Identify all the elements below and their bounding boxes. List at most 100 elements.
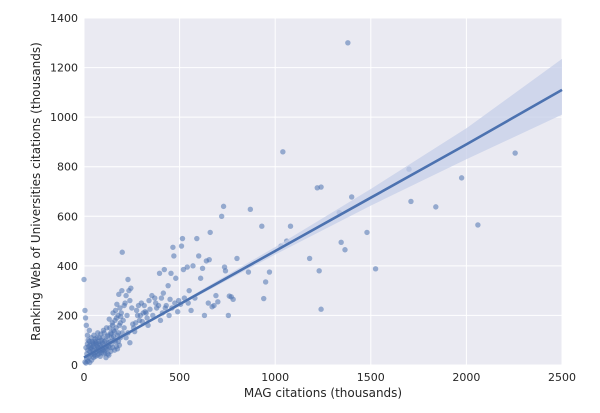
data-point bbox=[179, 235, 186, 242]
data-point bbox=[110, 310, 116, 316]
data-point bbox=[194, 235, 200, 242]
data-point bbox=[348, 194, 355, 200]
x-tick-label: 2500 bbox=[548, 371, 576, 384]
data-point bbox=[190, 263, 196, 269]
data-point bbox=[144, 315, 150, 321]
data-point bbox=[121, 302, 127, 309]
data-point bbox=[88, 344, 94, 351]
data-point bbox=[82, 307, 88, 314]
data-point bbox=[125, 276, 131, 283]
data-point bbox=[146, 297, 152, 304]
y-axis-title: Ranking Web of Universities citations (t… bbox=[29, 42, 43, 341]
data-point bbox=[259, 223, 265, 229]
x-tick-label: 1000 bbox=[261, 371, 289, 384]
data-point bbox=[155, 302, 162, 309]
data-point bbox=[180, 266, 187, 273]
data-point bbox=[83, 322, 89, 329]
data-point bbox=[162, 305, 168, 311]
data-point bbox=[234, 255, 240, 262]
data-point bbox=[475, 222, 481, 228]
data-point bbox=[143, 310, 149, 316]
data-point bbox=[266, 269, 273, 275]
y-tick-label: 600 bbox=[57, 210, 78, 223]
data-point bbox=[114, 301, 120, 307]
y-tick-label: 200 bbox=[57, 309, 78, 322]
data-point bbox=[184, 264, 190, 270]
y-tick-label: 1200 bbox=[50, 62, 78, 75]
data-point bbox=[173, 275, 179, 281]
data-point bbox=[117, 305, 123, 311]
data-point bbox=[141, 302, 147, 309]
data-point bbox=[129, 305, 135, 311]
x-tick-label: 1500 bbox=[357, 371, 385, 384]
data-point bbox=[433, 204, 439, 210]
x-tick-label: 0 bbox=[81, 371, 88, 384]
data-point bbox=[149, 292, 155, 299]
data-point bbox=[197, 275, 204, 281]
plot-background bbox=[84, 18, 562, 365]
y-tick-labels: 0 200 400 600 800 1000 1200 1400 bbox=[50, 12, 78, 372]
data-point bbox=[86, 338, 93, 345]
x-tick-label: 2000 bbox=[452, 371, 480, 384]
data-point bbox=[207, 229, 213, 236]
data-point bbox=[147, 306, 153, 312]
data-point bbox=[137, 312, 144, 319]
x-tick-label: 500 bbox=[169, 371, 190, 384]
data-point bbox=[126, 287, 132, 294]
data-point bbox=[113, 325, 119, 331]
data-point bbox=[364, 229, 370, 236]
data-point bbox=[174, 309, 181, 315]
data-point bbox=[110, 333, 117, 340]
data-point bbox=[203, 258, 210, 264]
data-point bbox=[121, 325, 127, 331]
data-point bbox=[119, 249, 125, 255]
data-point bbox=[171, 253, 177, 259]
x-axis-title: MAG citations (thousands) bbox=[244, 386, 402, 400]
data-point bbox=[82, 315, 89, 321]
data-point bbox=[226, 293, 233, 299]
data-point bbox=[82, 359, 88, 365]
regression-fit-line bbox=[83, 88, 563, 359]
data-point bbox=[81, 276, 87, 283]
data-point bbox=[205, 300, 211, 306]
data-point bbox=[318, 306, 324, 312]
data-point bbox=[201, 312, 208, 319]
data-point bbox=[104, 333, 111, 340]
data-point bbox=[106, 316, 112, 322]
data-point bbox=[166, 312, 172, 319]
data-point bbox=[186, 287, 192, 294]
data-point bbox=[512, 150, 518, 156]
data-point bbox=[287, 223, 294, 229]
data-point bbox=[168, 270, 174, 276]
regression-line bbox=[83, 88, 563, 359]
data-point bbox=[342, 247, 348, 253]
data-point bbox=[105, 351, 111, 357]
data-point bbox=[196, 253, 202, 259]
data-point bbox=[213, 292, 219, 299]
data-point bbox=[261, 295, 267, 302]
y-tick-label: 800 bbox=[57, 161, 78, 174]
data-point bbox=[316, 268, 322, 274]
data-point bbox=[158, 295, 165, 301]
y-tick-label: 1000 bbox=[50, 111, 78, 124]
data-point bbox=[220, 203, 227, 210]
data-point bbox=[97, 353, 103, 360]
data-point bbox=[215, 299, 221, 305]
data-point bbox=[94, 335, 100, 341]
data-point bbox=[458, 175, 465, 181]
data-point bbox=[338, 239, 344, 246]
data-point bbox=[116, 342, 123, 348]
data-point bbox=[156, 270, 163, 276]
data-point bbox=[167, 296, 173, 303]
data-point bbox=[188, 307, 194, 314]
data-point bbox=[135, 302, 142, 309]
data-point bbox=[178, 243, 185, 249]
data-point bbox=[160, 290, 167, 296]
data-point bbox=[245, 269, 252, 275]
data-point bbox=[165, 282, 171, 289]
data-point bbox=[209, 304, 215, 310]
data-point bbox=[130, 321, 136, 327]
y-tick-label: 400 bbox=[57, 260, 78, 273]
